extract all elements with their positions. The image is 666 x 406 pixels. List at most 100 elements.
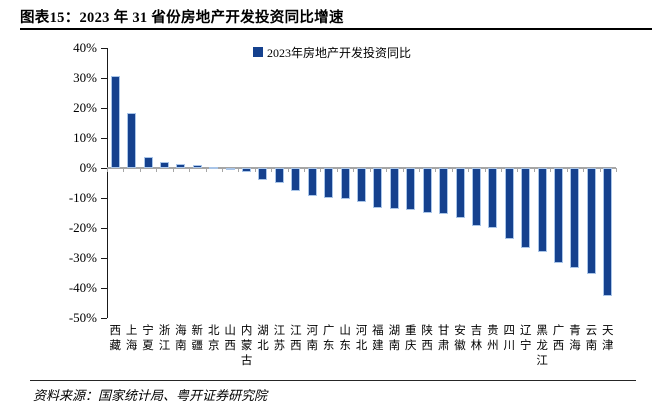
category-tick bbox=[287, 168, 289, 172]
y-tick-label: 20% bbox=[73, 100, 97, 115]
figure-title: 图表15：2023 年 31 省份房地产开发投资同比增速 bbox=[20, 10, 344, 26]
category-tick bbox=[435, 168, 437, 172]
bar bbox=[225, 168, 235, 170]
y-tick bbox=[101, 47, 107, 49]
x-axis-label: 山东 bbox=[338, 324, 351, 354]
bar bbox=[389, 168, 399, 209]
category-tick bbox=[566, 168, 568, 172]
category-tick bbox=[550, 168, 552, 172]
category-tick bbox=[139, 168, 141, 172]
y-tick-label: 10% bbox=[73, 130, 97, 145]
x-axis-label: 吉林 bbox=[469, 324, 482, 354]
bar bbox=[357, 168, 366, 203]
y-tick bbox=[101, 287, 107, 289]
bar bbox=[110, 75, 120, 168]
category-tick bbox=[304, 168, 306, 172]
category-tick bbox=[616, 168, 617, 172]
bar bbox=[258, 168, 268, 180]
x-axis-label: 陕西 bbox=[420, 324, 433, 354]
category-tick bbox=[583, 168, 585, 172]
y-tick bbox=[101, 227, 107, 229]
x-axis-label: 湖南 bbox=[387, 324, 400, 354]
bar bbox=[439, 168, 449, 214]
y-tick-label: 0% bbox=[79, 160, 97, 175]
x-axis-label: 天津 bbox=[600, 324, 613, 354]
bar bbox=[422, 168, 432, 213]
y-tick-label: -30% bbox=[68, 250, 97, 265]
category-tick bbox=[172, 168, 174, 172]
x-axis-label: 广西 bbox=[551, 324, 564, 354]
legend-color-swatch bbox=[253, 47, 263, 57]
y-tick-label: 30% bbox=[73, 70, 97, 85]
bar bbox=[274, 168, 284, 183]
y-tick bbox=[101, 197, 107, 199]
bar bbox=[242, 168, 252, 173]
bar bbox=[504, 168, 514, 240]
x-axis-label: 云南 bbox=[584, 324, 597, 354]
y-tick-label: -50% bbox=[68, 310, 97, 325]
x-axis-label: 重庆 bbox=[403, 324, 416, 354]
x-axis-label: 江西 bbox=[288, 324, 301, 354]
y-tick-label: -10% bbox=[68, 190, 97, 205]
bar bbox=[603, 168, 613, 297]
x-axis-label: 湖北 bbox=[255, 324, 268, 354]
category-tick bbox=[221, 168, 223, 172]
bar bbox=[406, 168, 416, 210]
y-tick bbox=[101, 77, 107, 79]
source-divider bbox=[30, 380, 636, 381]
x-axis-label: 河北 bbox=[354, 324, 367, 354]
x-axis-label: 辽宁 bbox=[518, 324, 531, 354]
bar bbox=[373, 168, 383, 209]
category-tick bbox=[189, 168, 191, 172]
bar bbox=[521, 168, 531, 248]
y-tick bbox=[101, 167, 107, 169]
x-axis-label: 海南 bbox=[173, 324, 186, 354]
y-tick-label: 40% bbox=[73, 40, 97, 55]
category-tick bbox=[353, 168, 355, 172]
category-tick bbox=[484, 168, 486, 172]
legend-label: 2023年房地产开发投资同比 bbox=[267, 45, 412, 60]
bar bbox=[471, 168, 481, 226]
title-underline bbox=[20, 28, 652, 30]
category-tick bbox=[501, 168, 503, 172]
category-tick bbox=[271, 168, 273, 172]
bar bbox=[570, 168, 580, 268]
y-tick-label: -40% bbox=[68, 280, 97, 295]
bar bbox=[488, 168, 498, 229]
bar bbox=[209, 166, 219, 169]
bar bbox=[340, 168, 350, 199]
category-tick bbox=[599, 168, 601, 172]
bar bbox=[192, 165, 202, 168]
x-axis-label: 北京 bbox=[206, 324, 219, 354]
y-tick-label: -20% bbox=[68, 220, 97, 235]
category-tick bbox=[320, 168, 322, 172]
bar bbox=[176, 163, 186, 168]
x-axis-label: 江苏 bbox=[272, 324, 285, 354]
x-axis-label: 新疆 bbox=[190, 324, 203, 354]
x-axis-label: 山西 bbox=[223, 324, 236, 354]
y-tick bbox=[101, 317, 107, 319]
y-tick bbox=[101, 257, 107, 259]
category-tick bbox=[451, 168, 453, 172]
category-tick bbox=[336, 168, 338, 172]
bar bbox=[537, 168, 547, 252]
x-axis-label: 内蒙古 bbox=[239, 324, 252, 369]
category-tick bbox=[107, 168, 108, 172]
x-axis-label: 贵州 bbox=[485, 324, 498, 354]
category-tick bbox=[418, 168, 420, 172]
category-tick bbox=[468, 168, 470, 172]
x-axis-label: 青海 bbox=[567, 324, 580, 354]
category-tick bbox=[517, 168, 519, 172]
x-axis-label: 四川 bbox=[502, 324, 515, 354]
category-tick bbox=[402, 168, 404, 172]
x-axis-label: 河南 bbox=[305, 324, 318, 354]
category-tick bbox=[123, 168, 125, 172]
x-axis-label: 广东 bbox=[321, 324, 334, 354]
x-axis-label: 上海 bbox=[124, 324, 137, 354]
x-axis-label: 黑龙江 bbox=[535, 324, 548, 369]
zero-line bbox=[107, 167, 616, 169]
category-tick bbox=[205, 168, 207, 172]
x-axis-label: 甘肃 bbox=[436, 324, 449, 354]
x-axis-label: 宁夏 bbox=[141, 324, 154, 354]
